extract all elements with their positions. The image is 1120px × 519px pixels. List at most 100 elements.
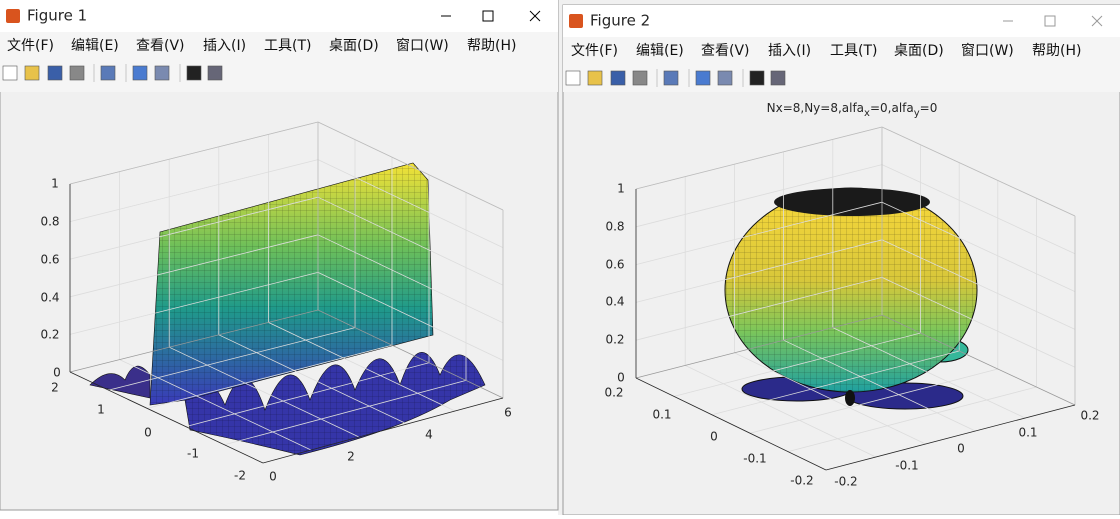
maximize-button[interactable] xyxy=(482,10,494,22)
menu-item[interactable]: 窗口(W) xyxy=(961,42,1014,59)
y-tick-label: -0.2 xyxy=(790,474,813,488)
maximize-button[interactable] xyxy=(1044,15,1056,27)
window-title: Figure 2 xyxy=(590,12,650,30)
menu-toolbar xyxy=(0,32,558,92)
axis-line xyxy=(881,314,1076,406)
z-tick-label: 0.6 xyxy=(605,258,624,272)
menu-item[interactable]: 查看(V) xyxy=(701,43,750,59)
toolbar-button[interactable] xyxy=(565,70,581,86)
toolbar-button[interactable] xyxy=(632,70,648,86)
grid-line xyxy=(787,386,1037,452)
axis-line xyxy=(881,126,1076,217)
toolbar-button[interactable] xyxy=(749,70,765,86)
grid-line xyxy=(169,346,360,438)
axis-line xyxy=(635,126,883,190)
toolbar-button[interactable] xyxy=(770,70,786,86)
toolbar-button[interactable] xyxy=(154,65,170,81)
toolbar-button[interactable] xyxy=(2,65,18,81)
grid-line xyxy=(881,201,1076,292)
toolbar-button[interactable] xyxy=(186,65,202,81)
axis-line xyxy=(825,404,1076,471)
grid-line xyxy=(268,322,456,412)
toolbar-button[interactable] xyxy=(663,70,679,86)
menu-item[interactable]: 工具(T) xyxy=(830,43,877,59)
z-tick-label: 1 xyxy=(617,182,625,196)
axis-line xyxy=(317,309,504,399)
toolbar-button[interactable] xyxy=(610,70,626,86)
title-subscript: y xyxy=(914,108,920,119)
y-tick-label: -0.1 xyxy=(743,452,766,466)
grid-line xyxy=(749,368,998,434)
menu-item[interactable]: 工具(T) xyxy=(264,38,311,54)
menu-toolbar xyxy=(563,37,1120,92)
x-tick-label: 0.2 xyxy=(1080,409,1099,423)
y-tick-label: 0 xyxy=(710,430,718,444)
x-tick-label: 0 xyxy=(957,442,965,456)
menu-item[interactable]: 文件(F) xyxy=(571,43,618,59)
toolbar-button[interactable] xyxy=(24,65,40,81)
axis-line xyxy=(262,397,504,464)
grid-line xyxy=(673,332,921,397)
close-button xyxy=(1091,15,1103,27)
toolbar-button[interactable] xyxy=(695,70,711,86)
grid-line xyxy=(832,327,1026,419)
grid-line xyxy=(317,234,504,324)
menu-item[interactable]: 插入(I) xyxy=(203,38,246,54)
z-tick-label: 1 xyxy=(51,177,59,191)
app-icon xyxy=(6,9,20,23)
y-tick-label: 0.2 xyxy=(604,386,623,400)
grid-line xyxy=(69,234,319,298)
menu-item[interactable]: 桌面(D) xyxy=(329,38,379,54)
grid-line xyxy=(317,272,504,361)
grid-line xyxy=(147,344,393,409)
surface xyxy=(89,162,486,456)
menu-item[interactable]: 插入(I) xyxy=(768,43,811,59)
title-bar xyxy=(0,0,558,32)
toolbar-button[interactable] xyxy=(132,65,148,81)
menu-item[interactable]: 桌面(D) xyxy=(894,43,944,59)
title-part: =0,alfa xyxy=(870,101,914,115)
menu-item[interactable]: 查看(V) xyxy=(136,38,185,54)
toolbar-button[interactable] xyxy=(207,65,223,81)
z-tick-label: 0.2 xyxy=(605,333,624,347)
grid-line xyxy=(185,362,430,427)
axis-line xyxy=(69,121,319,185)
toolbar-button[interactable] xyxy=(587,70,603,86)
menu-item[interactable]: 帮助(H) xyxy=(467,38,516,54)
menu-item[interactable]: 编辑(E) xyxy=(636,43,684,59)
y-tick-label: 0.1 xyxy=(652,408,671,422)
y-tick-label: -1 xyxy=(187,447,199,461)
y-tick-label: 2 xyxy=(51,381,59,395)
axis-line xyxy=(317,121,504,211)
x-tick-label: 4 xyxy=(425,428,433,442)
toolbar-button[interactable] xyxy=(47,65,63,81)
toolbar-button[interactable] xyxy=(717,70,733,86)
grid-line xyxy=(635,277,883,341)
menu-item[interactable]: 帮助(H) xyxy=(1032,43,1081,59)
axis-line xyxy=(69,309,319,373)
menu-item[interactable]: 窗口(W) xyxy=(396,37,449,54)
grid-line xyxy=(783,339,976,432)
grid-line xyxy=(881,164,1076,255)
toolbar-button[interactable] xyxy=(69,65,85,81)
x-tick-label: -0.2 xyxy=(834,475,857,489)
x-tick-label: -0.1 xyxy=(895,459,918,473)
z-tick-label: 0.2 xyxy=(40,328,59,342)
grid-line xyxy=(69,159,319,222)
toolbar-button[interactable] xyxy=(100,65,116,81)
grid-line xyxy=(119,359,312,451)
plot-title: Nx=8,Ny=8,alfax=0,alfay=0 xyxy=(767,101,938,120)
z-tick-label: 0.6 xyxy=(40,253,59,267)
grid-line xyxy=(881,277,1076,368)
grid-line xyxy=(224,380,467,446)
menu-item[interactable]: 编辑(E) xyxy=(71,38,119,54)
z-tick-label: 0.8 xyxy=(605,220,624,234)
x-tick-label: 2 xyxy=(347,450,355,464)
z-tick-label: 0.4 xyxy=(40,291,59,305)
axis-line xyxy=(69,371,264,464)
z-tick-label: 0.8 xyxy=(40,215,59,229)
grid-line xyxy=(218,334,408,425)
grid-line xyxy=(734,352,926,445)
menu-item[interactable]: 文件(F) xyxy=(7,38,54,54)
